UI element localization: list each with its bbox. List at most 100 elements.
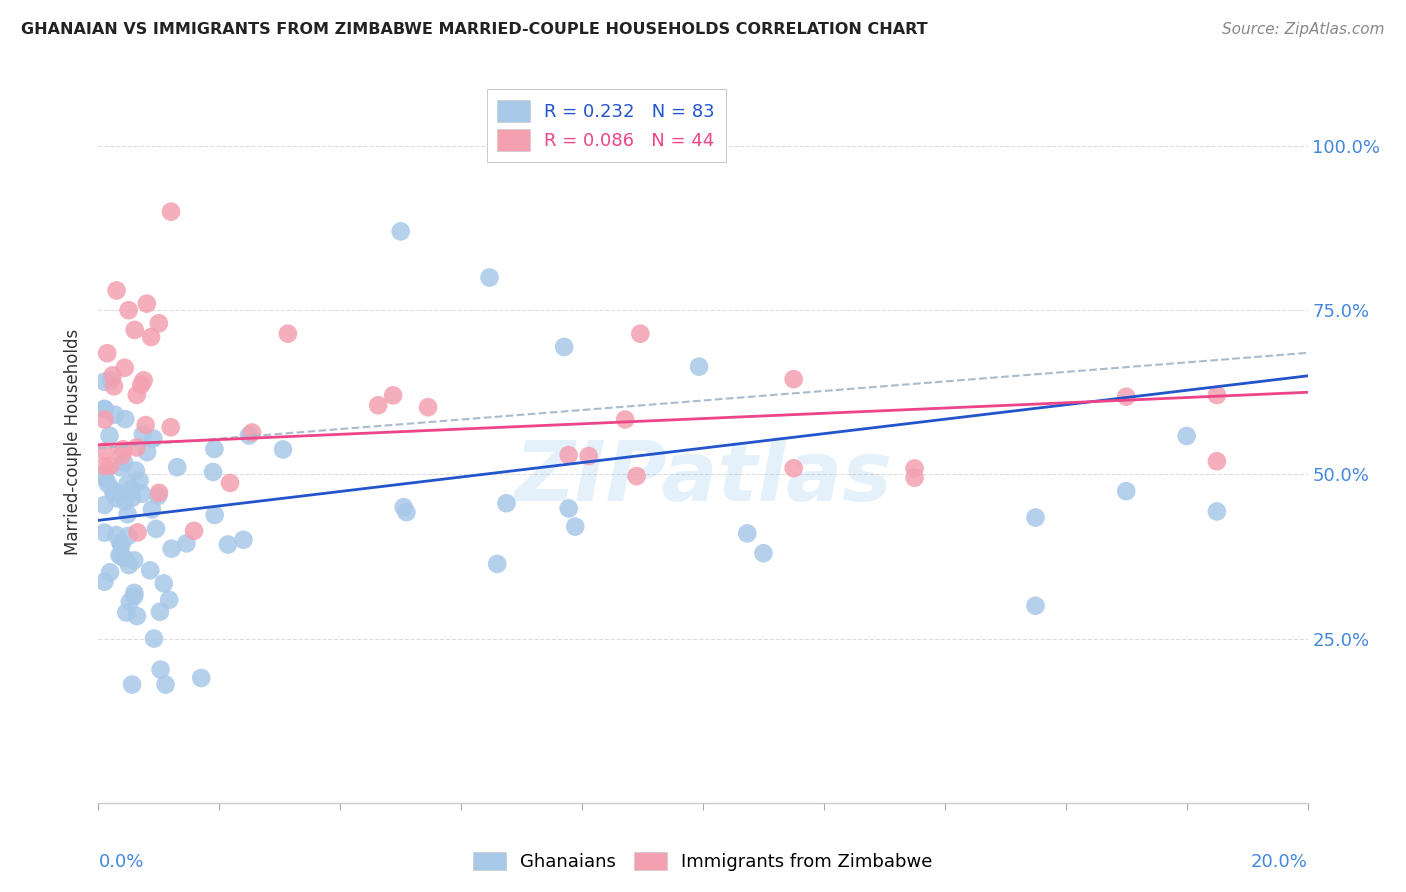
Point bbox=[112, 442, 135, 457]
Point bbox=[557, 448, 579, 462]
Point bbox=[96, 346, 118, 360]
Point bbox=[148, 486, 170, 500]
Point bbox=[110, 538, 132, 552]
Point bbox=[98, 428, 121, 442]
Point bbox=[103, 483, 125, 498]
Point bbox=[125, 441, 148, 455]
Point bbox=[105, 491, 128, 506]
Point bbox=[93, 375, 115, 389]
Point bbox=[157, 592, 180, 607]
Point bbox=[112, 551, 135, 566]
Point bbox=[98, 566, 121, 580]
Point bbox=[110, 549, 132, 563]
Point bbox=[159, 420, 181, 434]
Point bbox=[271, 442, 294, 457]
Point bbox=[105, 284, 128, 298]
Point bbox=[614, 412, 637, 426]
Point bbox=[136, 445, 159, 459]
Point bbox=[578, 449, 600, 463]
Text: GHANAIAN VS IMMIGRANTS FROM ZIMBABWE MARRIED-COUPLE HOUSEHOLDS CORRELATION CHART: GHANAIAN VS IMMIGRANTS FROM ZIMBABWE MAR… bbox=[21, 22, 928, 37]
Point bbox=[389, 224, 412, 238]
Point bbox=[628, 326, 651, 341]
Point bbox=[141, 502, 163, 516]
Legend: Ghanaians, Immigrants from Zimbabwe: Ghanaians, Immigrants from Zimbabwe bbox=[467, 845, 939, 879]
Point bbox=[125, 464, 148, 478]
Point bbox=[122, 553, 145, 567]
Point bbox=[110, 536, 132, 550]
Point bbox=[1115, 484, 1137, 499]
Point bbox=[626, 469, 648, 483]
Point bbox=[132, 427, 155, 442]
Point bbox=[904, 461, 927, 475]
Point bbox=[1024, 599, 1046, 613]
Point bbox=[100, 373, 122, 387]
Point bbox=[94, 444, 117, 458]
Point bbox=[105, 528, 128, 542]
Point bbox=[93, 402, 115, 417]
Point bbox=[238, 428, 260, 442]
Point bbox=[495, 496, 517, 510]
Point bbox=[101, 368, 124, 383]
Point bbox=[1206, 454, 1229, 468]
Point bbox=[783, 372, 806, 386]
Point bbox=[125, 388, 148, 402]
Point bbox=[129, 377, 152, 392]
Point bbox=[201, 465, 224, 479]
Point bbox=[115, 606, 138, 620]
Point bbox=[131, 486, 153, 500]
Point bbox=[117, 529, 139, 543]
Text: 0.0%: 0.0% bbox=[98, 854, 143, 871]
Point bbox=[176, 536, 198, 550]
Text: ZIPatlas: ZIPatlas bbox=[515, 437, 891, 518]
Point bbox=[117, 477, 139, 491]
Point bbox=[735, 526, 758, 541]
Point bbox=[93, 498, 115, 512]
Point bbox=[148, 316, 170, 330]
Point bbox=[478, 270, 501, 285]
Point bbox=[564, 519, 586, 533]
Point bbox=[143, 632, 166, 646]
Point bbox=[217, 537, 239, 551]
Point bbox=[166, 460, 188, 475]
Point bbox=[120, 482, 142, 496]
Point bbox=[219, 475, 242, 490]
Point bbox=[93, 467, 115, 481]
Point bbox=[240, 425, 263, 440]
Point bbox=[139, 563, 162, 577]
Point bbox=[132, 373, 155, 387]
Point bbox=[94, 472, 117, 486]
Point bbox=[124, 323, 146, 337]
Point bbox=[108, 548, 131, 562]
Point bbox=[93, 401, 115, 416]
Point bbox=[160, 541, 183, 556]
Point bbox=[148, 489, 170, 503]
Point bbox=[190, 671, 212, 685]
Point bbox=[392, 500, 415, 515]
Text: Source: ZipAtlas.com: Source: ZipAtlas.com bbox=[1222, 22, 1385, 37]
Point bbox=[160, 204, 183, 219]
Point bbox=[145, 522, 167, 536]
Point bbox=[122, 589, 145, 603]
Point bbox=[277, 326, 299, 341]
Point bbox=[114, 494, 136, 508]
Point bbox=[93, 525, 115, 540]
Text: 20.0%: 20.0% bbox=[1251, 854, 1308, 871]
Point bbox=[149, 663, 172, 677]
Point bbox=[904, 471, 927, 485]
Point bbox=[1024, 510, 1046, 524]
Y-axis label: Married-couple Households: Married-couple Households bbox=[65, 328, 83, 555]
Point bbox=[204, 508, 226, 522]
Point bbox=[688, 359, 710, 374]
Point bbox=[382, 388, 405, 402]
Point bbox=[1115, 390, 1137, 404]
Point bbox=[1206, 504, 1229, 518]
Point bbox=[204, 442, 226, 456]
Legend: R = 0.232   N = 83, R = 0.086   N = 44: R = 0.232 N = 83, R = 0.086 N = 44 bbox=[486, 89, 725, 162]
Point bbox=[103, 486, 125, 500]
Point bbox=[395, 505, 418, 519]
Point bbox=[125, 609, 148, 624]
Point bbox=[1175, 429, 1198, 443]
Point bbox=[104, 408, 127, 422]
Point bbox=[142, 432, 165, 446]
Point bbox=[149, 605, 172, 619]
